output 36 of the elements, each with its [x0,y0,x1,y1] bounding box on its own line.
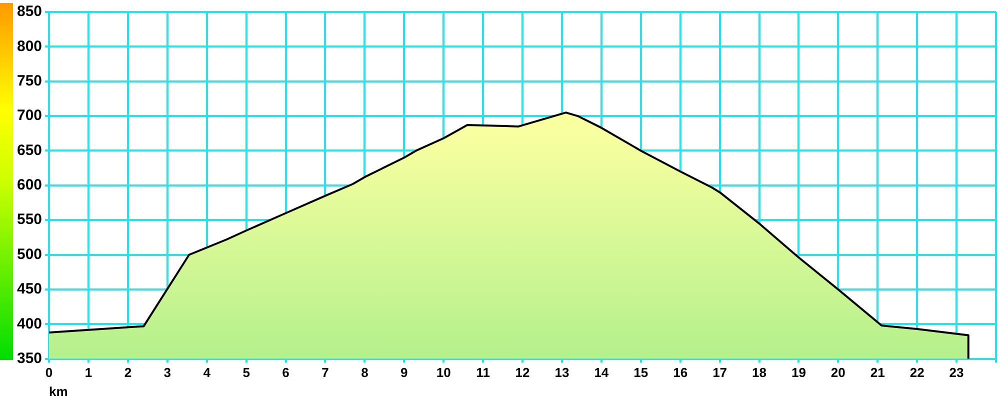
y-tick-label: 650 [16,142,42,159]
y-tick-label: 550 [16,211,42,228]
x-tick-label: 0 [45,365,53,380]
x-tick-label: 1 [84,365,92,380]
x-tick-label: 2 [124,365,132,380]
x-tick-label: 17 [712,365,728,380]
x-tick-label: 13 [554,365,570,380]
x-tick-label: 20 [830,365,846,380]
x-tick-label: 15 [634,365,648,380]
y-tick-label: 600 [16,176,42,194]
x-tick-label: 10 [436,365,451,380]
x-tick-label: 22 [910,365,924,380]
x-tick-label: 8 [361,365,368,380]
x-tick-label: 5 [242,365,250,380]
x-tick-label: 3 [164,365,172,380]
x-axis-title: km [49,384,68,399]
y-tick-label: 700 [16,107,42,124]
x-tick-label: 12 [515,365,530,380]
y-tick-label: 400 [16,315,42,332]
x-tick-label: 23 [949,365,964,380]
x-tick-label: 19 [791,365,806,380]
x-tick-label: 4 [203,365,212,380]
y-tick-label: 850 [16,3,42,20]
x-tick-label: 7 [322,365,329,380]
x-tick-label: 14 [594,365,610,380]
x-tick-label: 21 [870,365,885,380]
x-tick-label: 18 [752,365,766,380]
y-tick-label: 450 [16,280,42,298]
x-tick-label: 16 [673,365,688,380]
y-tick-label: 350 [16,350,42,367]
y-tick-label: 800 [16,38,42,55]
x-tick-label: 11 [476,365,490,380]
y-tick-label: 500 [16,246,42,263]
x-tick-label: 6 [282,365,290,380]
y-tick-label: 750 [16,72,42,90]
x-tick-label: 9 [400,365,408,380]
